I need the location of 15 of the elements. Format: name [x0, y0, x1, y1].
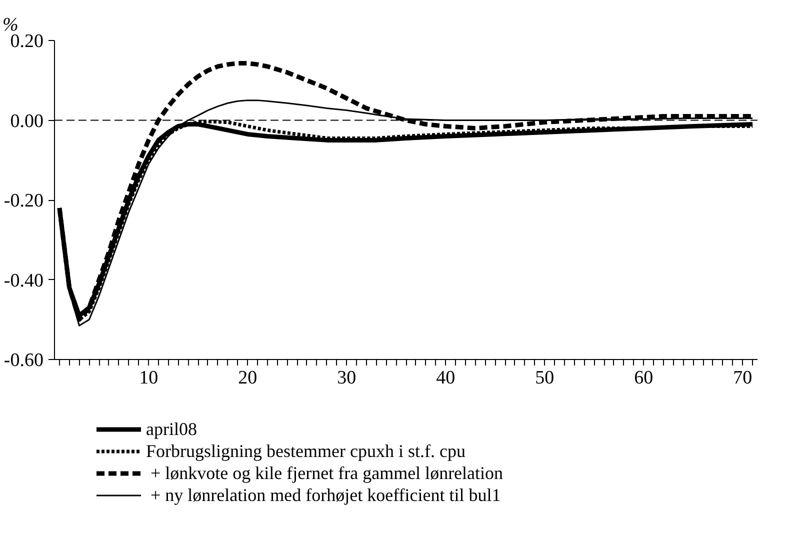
x-tick-label: 20 [238, 368, 258, 388]
legend-label: + ny lønrelation med forhøjet koefficient til bul1 [150, 484, 501, 506]
x-tick-label: 50 [535, 368, 554, 388]
x-tick-label: 30 [337, 368, 356, 388]
y-tick-label: -0.60 [4, 350, 44, 371]
x-tick-label: 40 [436, 368, 456, 388]
legend-label: + lønkvote og kile fjernet fra gammel lønrelation [150, 462, 504, 484]
y-tick-label: 0.00 [10, 110, 44, 132]
x-tick-label: 60 [634, 368, 654, 388]
y-tick-label: -0.40 [4, 270, 44, 292]
x-tick-label: 10 [139, 368, 158, 388]
legend-label: april08 [146, 418, 197, 440]
y-tick-label: -0.20 [4, 190, 44, 212]
x-tick-label: 70 [733, 368, 752, 388]
legend-label: Forbrugsligning bestemmer cpuxh i st.f. cpu [146, 440, 466, 462]
